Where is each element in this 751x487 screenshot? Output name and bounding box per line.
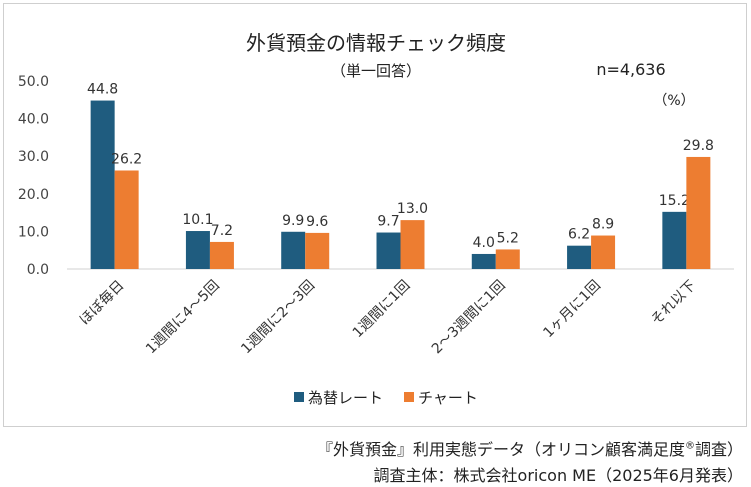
bar <box>281 231 306 269</box>
data-label: 9.9 <box>282 213 304 229</box>
y-tick-label: 0.0 <box>27 262 49 278</box>
bar <box>400 220 425 269</box>
legend-swatch <box>404 392 414 402</box>
source-text-end: 調査） <box>694 440 743 459</box>
bar <box>686 156 711 269</box>
source-note: 『外貨預金』利用実態データ（オリコン顧客満足度®調査） <box>317 436 743 460</box>
bar <box>495 249 520 269</box>
bar <box>662 211 687 269</box>
data-label: 5.2 <box>497 230 519 246</box>
data-label: 29.8 <box>683 138 714 154</box>
legend-label: チャート <box>418 389 478 407</box>
chart-title: 外貨預金の情報チェック頻度 <box>246 31 506 55</box>
data-label: 8.9 <box>592 217 614 233</box>
category-label: 1ヶ月に1回 <box>540 278 604 342</box>
data-label: 7.2 <box>211 223 233 239</box>
y-tick-label: 10.0 <box>18 224 49 240</box>
legend-swatch <box>294 392 304 402</box>
bar <box>471 253 496 269</box>
category-label: それ以下 <box>648 278 699 329</box>
y-tick-label: 40.0 <box>18 112 49 128</box>
unit-label: （%） <box>653 93 694 109</box>
credit-note: 調査主体：株式会社oricon ME（2025年6月発表） <box>373 466 743 485</box>
bar <box>114 170 139 269</box>
category-label: 1週間に1回 <box>350 278 414 342</box>
category-label: 2～3週間に1回 <box>429 278 509 358</box>
chart-subtitle: （単一回答） <box>331 62 421 80</box>
data-label: 9.6 <box>306 214 328 230</box>
bar <box>305 232 330 269</box>
bar <box>376 232 401 269</box>
bar <box>209 241 234 269</box>
source-text: 『外貨預金』利用実態データ（オリコン顧客満足度 <box>316 440 685 459</box>
data-label: 15.2 <box>659 193 690 209</box>
data-label: 10.1 <box>182 212 213 228</box>
registered-mark: ® <box>684 440 695 452</box>
data-label: 9.7 <box>377 214 399 230</box>
bar <box>185 231 210 269</box>
data-label: 44.8 <box>87 82 118 98</box>
y-tick-label: 20.0 <box>18 187 49 203</box>
category-label: 1週間に4～5回 <box>143 278 223 358</box>
category-label: 1週間に2～3回 <box>238 278 318 358</box>
y-tick-label: 30.0 <box>18 149 49 165</box>
data-label: 13.0 <box>397 201 428 217</box>
bar <box>567 245 592 269</box>
data-label: 6.2 <box>568 227 590 243</box>
y-tick-label: 50.0 <box>18 74 49 90</box>
category-label: ほぼ毎日 <box>77 278 128 329</box>
sample-size: n=4,636 <box>596 60 665 79</box>
chart-frame: 外貨預金の情報チェック頻度 （単一回答） n=4,636 （%） 0.0 10.0 20.0… <box>3 3 747 427</box>
legend-label: 為替レート <box>308 389 383 407</box>
data-label: 26.2 <box>111 151 142 167</box>
bar <box>591 235 616 269</box>
data-label: 4.0 <box>473 235 495 251</box>
bar <box>90 100 115 269</box>
bar-chart: 外貨預金の情報チェック頻度 （単一回答） n=4,636 （%） 0.0 10.0 20.0… <box>18 31 734 407</box>
